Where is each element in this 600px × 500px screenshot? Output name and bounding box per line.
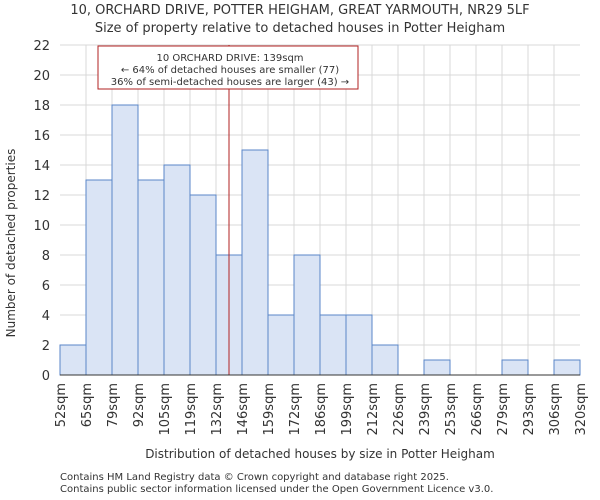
x-tick-label: 52sqm: [54, 383, 69, 427]
footer-line-1: Contains HM Land Registry data © Crown c…: [60, 472, 449, 483]
x-tick-label: 306sqm: [548, 383, 563, 436]
bar: [85, 179, 113, 376]
bar: [423, 359, 451, 376]
x-tick-labels: 52sqm 65sqm 79sqm 92sqm 105sqm 119sqm 132sqm 14…: [54, 383, 589, 436]
chart-subtitle: Size of property relative to detached ho…: [94, 21, 506, 36]
x-tick-label: 212sqm: [366, 383, 381, 436]
x-tick-label: 119sqm: [184, 383, 199, 436]
bar: [241, 149, 269, 376]
y-tick-label: 10: [33, 219, 50, 234]
y-tick-label: 0: [42, 369, 50, 384]
x-tick-label: 186sqm: [314, 383, 329, 436]
x-tick-label: 279sqm: [496, 383, 511, 436]
y-tick-labels: 0 2 4 6 8 10 12 14 16 18 20 22: [33, 39, 50, 384]
x-tick-label: 79sqm: [106, 383, 121, 427]
x-tick-label: 239sqm: [418, 383, 433, 436]
y-tick-label: 22: [33, 39, 50, 54]
y-tick-label: 8: [42, 249, 50, 264]
y-tick-label: 16: [33, 129, 50, 144]
bar: [553, 359, 581, 376]
x-tick-label: 293sqm: [522, 383, 537, 436]
bar: [501, 359, 529, 376]
x-tick-label: 172sqm: [288, 383, 303, 436]
y-tick-label: 2: [42, 339, 50, 354]
y-axis-label: Number of detached properties: [4, 149, 18, 338]
annotation-box: 10 ORCHARD DRIVE: 139sqm ← 64% of detach…: [97, 45, 359, 90]
x-tick-label: 253sqm: [444, 383, 459, 436]
annotation-line-3: 36% of semi-detached houses are larger (…: [111, 77, 349, 88]
chart-title: 10, ORCHARD DRIVE, POTTER HEIGHAM, GREAT…: [70, 3, 530, 18]
x-tick-label: 92sqm: [132, 383, 147, 427]
y-tick-label: 20: [33, 69, 50, 84]
bar: [319, 314, 347, 376]
y-tick-label: 18: [33, 99, 50, 114]
bar: [345, 314, 373, 376]
bar: [137, 179, 165, 376]
x-tick-label: 132sqm: [210, 383, 225, 436]
bar: [371, 344, 399, 376]
bar: [189, 194, 217, 376]
x-axis-label: Distribution of detached houses by size …: [145, 447, 495, 461]
bar: [293, 254, 321, 376]
x-tick-label: 266sqm: [470, 383, 485, 436]
annotation-line-1: 10 ORCHARD DRIVE: 139sqm: [156, 53, 303, 64]
x-tick-label: 199sqm: [340, 383, 355, 436]
bar: [111, 104, 139, 376]
y-tick-label: 6: [42, 279, 50, 294]
y-tick-label: 14: [33, 159, 50, 174]
bar: [267, 314, 295, 376]
x-tick-label: 159sqm: [262, 383, 277, 436]
bar: [59, 344, 87, 376]
y-tick-label: 4: [42, 309, 50, 324]
footer-line-2: Contains public sector information licen…: [60, 484, 494, 495]
x-tick-label: 320sqm: [574, 383, 589, 436]
x-tick-label: 65sqm: [80, 383, 95, 427]
x-tick-label: 226sqm: [392, 383, 407, 436]
x-tick-label: 146sqm: [236, 383, 251, 436]
y-tick-label: 12: [33, 189, 50, 204]
bar: [163, 164, 191, 376]
bars-layer: [59, 104, 581, 376]
x-tick-label: 105sqm: [158, 383, 173, 436]
annotation-line-2: ← 64% of detached houses are smaller (77…: [121, 65, 339, 76]
